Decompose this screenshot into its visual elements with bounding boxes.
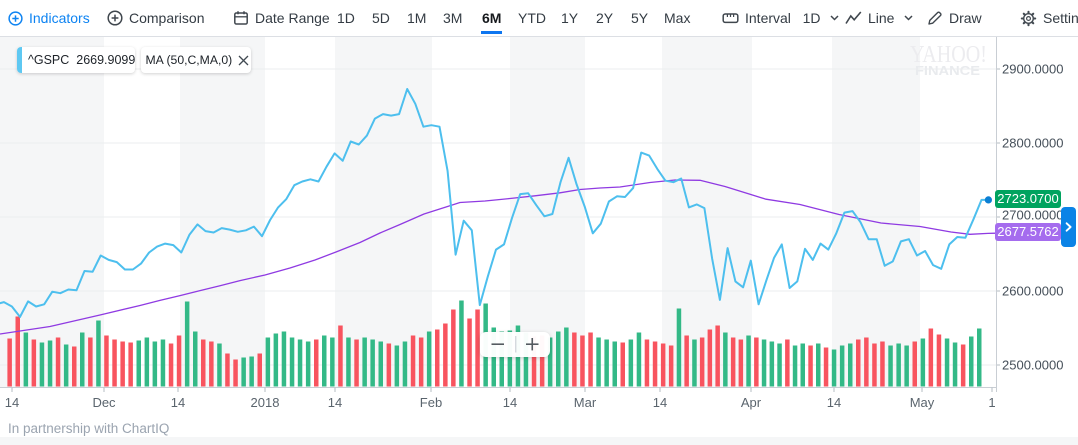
svg-text:Dec: Dec — [92, 395, 116, 410]
svg-text:14: 14 — [171, 395, 185, 410]
svg-text:FINANCE: FINANCE — [915, 64, 980, 78]
svg-text:2600.0000: 2600.0000 — [1002, 284, 1063, 299]
svg-text:2018: 2018 — [251, 395, 280, 410]
svg-text:14: 14 — [328, 395, 342, 410]
svg-text:14: 14 — [5, 395, 19, 410]
svg-text:14: 14 — [503, 395, 517, 410]
svg-text:2900.0000: 2900.0000 — [1002, 62, 1063, 77]
svg-text:14: 14 — [653, 395, 667, 410]
svg-text:2800.0000: 2800.0000 — [1002, 136, 1063, 151]
svg-text:2500.0000: 2500.0000 — [1002, 358, 1063, 373]
svg-text:Mar: Mar — [574, 395, 597, 410]
svg-text:YAHOO!: YAHOO! — [910, 41, 987, 68]
svg-text:1: 1 — [988, 395, 995, 410]
svg-text:May: May — [910, 395, 935, 410]
svg-text:14: 14 — [827, 395, 841, 410]
svg-text:Apr: Apr — [741, 395, 762, 410]
svg-text:2700.0000: 2700.0000 — [1002, 208, 1063, 223]
svg-text:Feb: Feb — [420, 395, 442, 410]
